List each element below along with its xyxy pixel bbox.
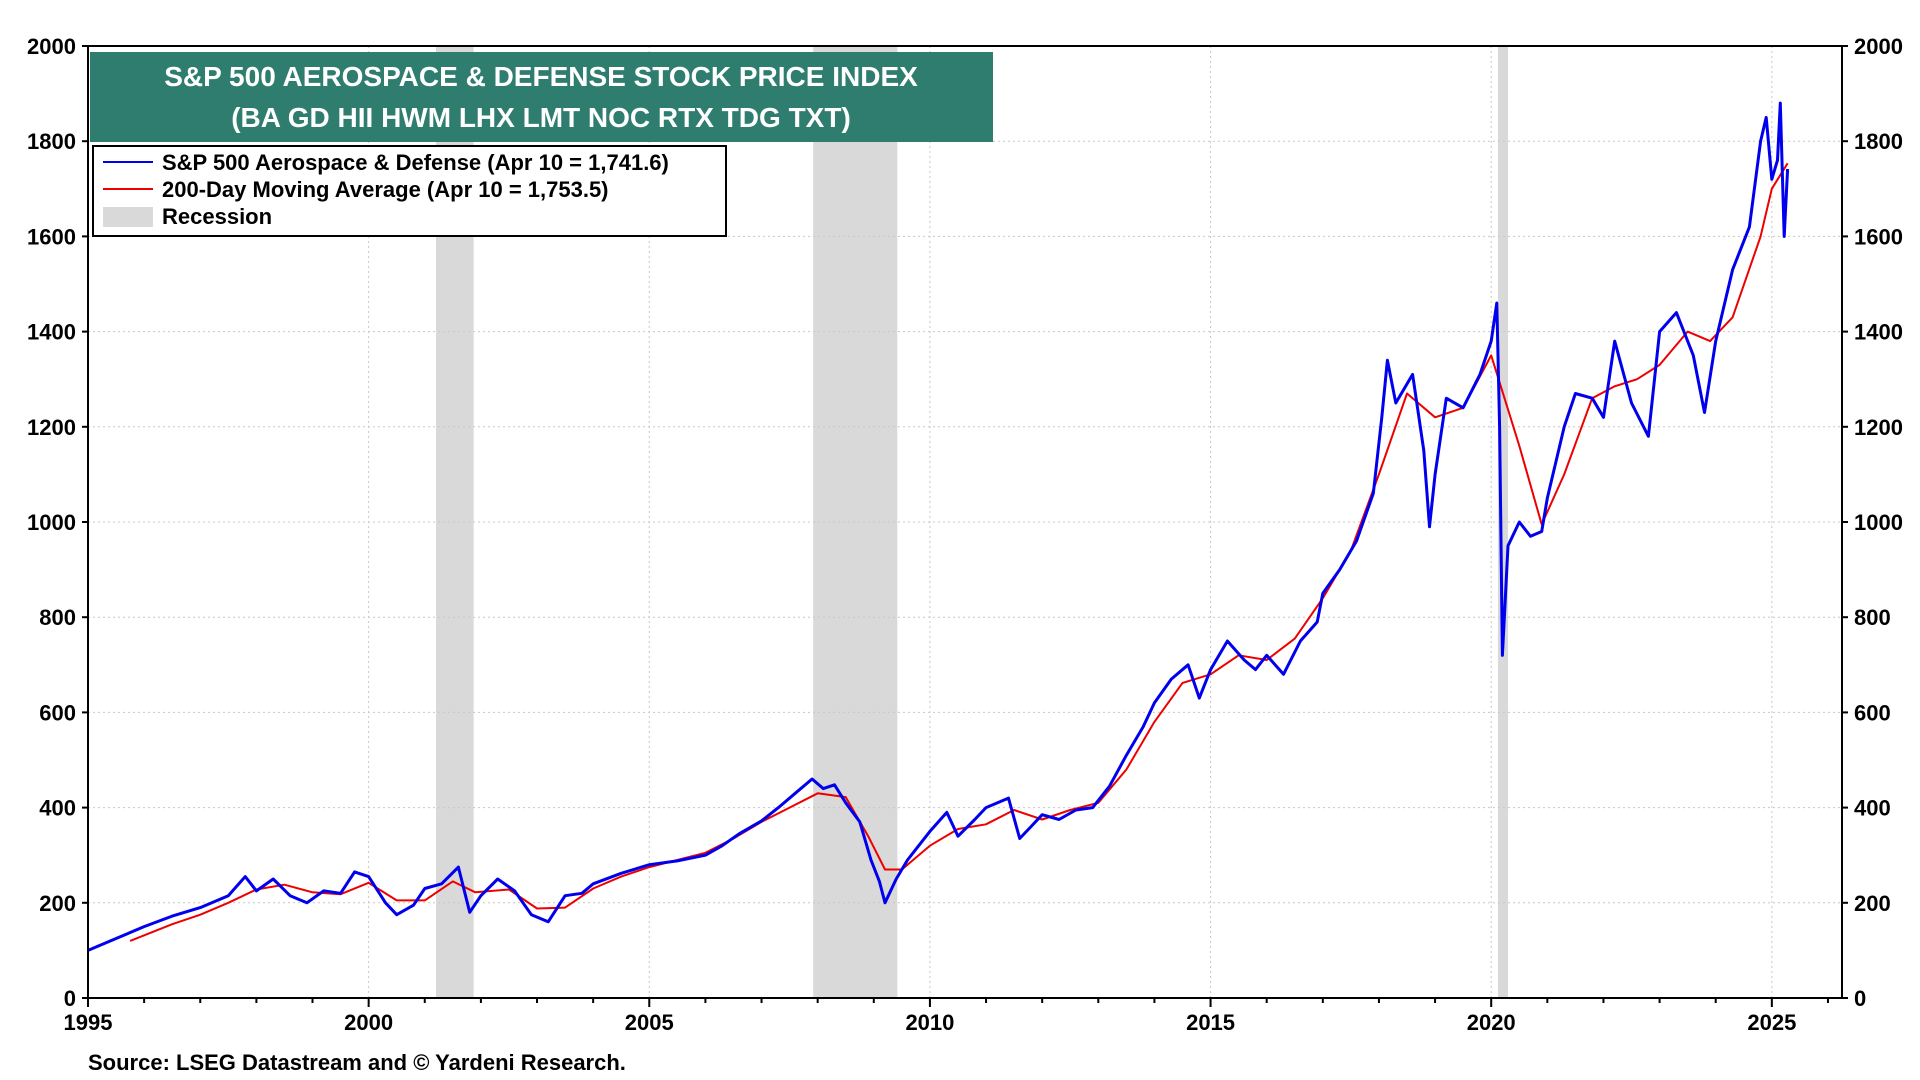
y-tick-label-right-7: 1400 xyxy=(1854,320,1903,345)
y-tick-label-left-9: 1800 xyxy=(27,129,76,154)
y-tick-label-left-4: 800 xyxy=(39,605,76,630)
legend-label-series: S&P 500 Aerospace & Defense (Apr 10 = 1,… xyxy=(162,150,669,175)
y-tick-label-right-1: 200 xyxy=(1854,891,1891,916)
legend-label-moving-average: 200-Day Moving Average (Apr 10 = 1,753.5… xyxy=(162,177,609,202)
legend: S&P 500 Aerospace & Defense (Apr 10 = 1,… xyxy=(92,145,727,237)
y-tick-label-right-8: 1600 xyxy=(1854,224,1903,249)
series-line-moving-average xyxy=(129,162,1789,942)
source-note: Source: LSEG Datastream and © Yardeni Re… xyxy=(88,1050,626,1075)
y-tick-label-left-2: 400 xyxy=(39,796,76,821)
y-tick-label-right-10: 2000 xyxy=(1854,34,1903,59)
y-tick-label-left-3: 600 xyxy=(39,700,76,725)
x-tick-label-0: 1995 xyxy=(64,1010,113,1035)
x-tick-label-5: 2020 xyxy=(1467,1010,1516,1035)
series-line-aerospace-defense xyxy=(87,101,1790,952)
chart-title-line2: (BA GD HII HWM LHX LMT NOC RTX TDG TXT) xyxy=(231,102,851,133)
series-layer xyxy=(87,101,1790,952)
y-tick-label-left-7: 1400 xyxy=(27,320,76,345)
x-tick-label-3: 2010 xyxy=(905,1010,954,1035)
x-tick-label-1: 2000 xyxy=(344,1010,393,1035)
y-tick-label-left-5: 1000 xyxy=(27,510,76,535)
y-tick-label-left-8: 1600 xyxy=(27,224,76,249)
x-tick-label-4: 2015 xyxy=(1186,1010,1235,1035)
y-tick-label-right-3: 600 xyxy=(1854,700,1891,725)
y-tick-label-right-0: 0 xyxy=(1854,986,1866,1011)
x-tick-label-2: 2005 xyxy=(625,1010,674,1035)
y-tick-label-left-6: 1200 xyxy=(27,415,76,440)
chart-title-line1: S&P 500 AEROSPACE & DEFENSE STOCK PRICE … xyxy=(164,61,918,92)
y-tick-label-right-5: 1000 xyxy=(1854,510,1903,535)
title-box xyxy=(90,52,993,142)
recession-band-2 xyxy=(1497,46,1509,998)
x-tick-label-6: 2025 xyxy=(1747,1010,1796,1035)
y-tick-label-right-2: 400 xyxy=(1854,796,1891,821)
axis-layer: 0 0 200 200 400 400 600 600 800 800 1000 1000 1200 12… xyxy=(27,34,1903,1035)
y-tick-label-left-1: 200 xyxy=(39,891,76,916)
y-tick-label-right-6: 1200 xyxy=(1854,415,1903,440)
y-tick-label-right-4: 800 xyxy=(1854,605,1891,630)
y-tick-label-left-10: 2000 xyxy=(27,34,76,59)
y-tick-label-left-0: 0 xyxy=(64,986,76,1011)
legend-box xyxy=(92,145,727,237)
y-tick-label-right-9: 1800 xyxy=(1854,129,1903,154)
grid-layer xyxy=(88,46,1842,998)
legend-swatch-recession xyxy=(103,207,153,227)
legend-label-recession: Recession xyxy=(162,204,272,229)
